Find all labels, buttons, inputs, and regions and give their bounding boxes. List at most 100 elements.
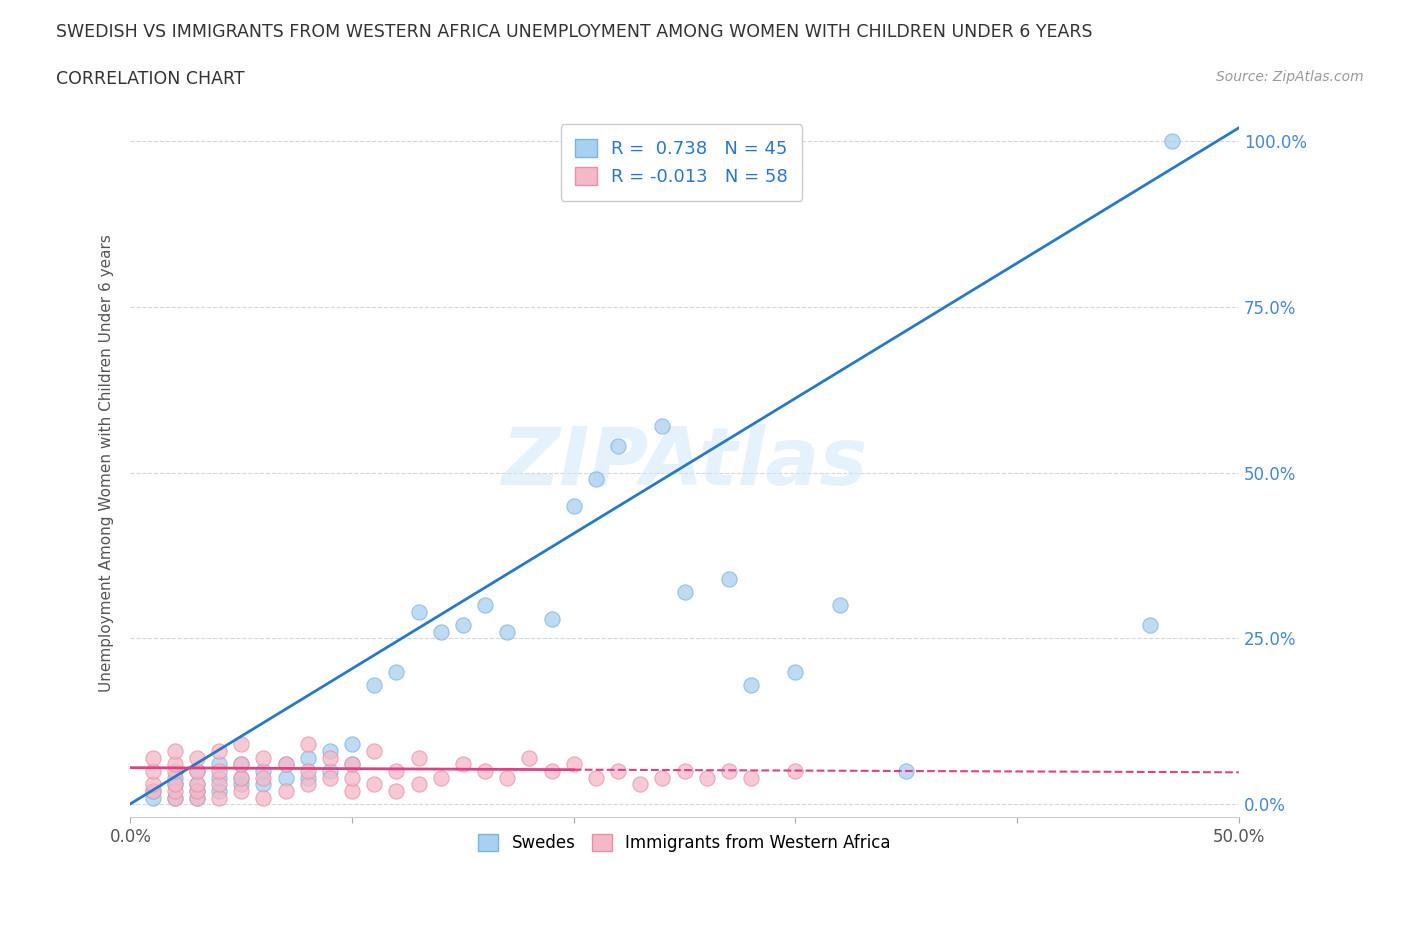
Point [186,777,208,791]
Point [231,783,253,798]
Point [408,777,430,791]
Point [717,764,740,778]
Point [252,770,274,785]
Point [340,737,363,752]
Point [540,611,562,626]
Point [297,751,319,765]
Point [141,783,163,798]
Point [651,770,673,785]
Point [319,770,342,785]
Point [1161,134,1184,149]
Point [340,757,363,772]
Point [252,790,274,805]
Point [363,677,385,692]
Point [186,783,208,798]
Point [673,585,696,600]
Point [607,764,630,778]
Point [696,770,718,785]
Point [208,764,231,778]
Point [562,498,585,513]
Point [141,764,163,778]
Text: SWEDISH VS IMMIGRANTS FROM WESTERN AFRICA UNEMPLOYMENT AMONG WOMEN WITH CHILDREN: SWEDISH VS IMMIGRANTS FROM WESTERN AFRIC… [56,23,1092,41]
Point [186,764,208,778]
Y-axis label: Unemployment Among Women with Children Under 6 years: Unemployment Among Women with Children U… [100,233,114,692]
Point [429,624,451,639]
Point [585,770,607,785]
Point [385,764,408,778]
Text: Source: ZipAtlas.com: Source: ZipAtlas.com [1216,70,1364,84]
Point [496,770,519,785]
Point [141,777,163,791]
Point [385,783,408,798]
Point [297,770,319,785]
Point [474,598,496,613]
Point [451,618,474,632]
Point [186,777,208,791]
Point [208,757,231,772]
Point [297,737,319,752]
Point [297,777,319,791]
Point [628,777,651,791]
Point [252,751,274,765]
Text: CORRELATION CHART: CORRELATION CHART [56,70,245,87]
Point [141,790,163,805]
Point [519,751,541,765]
Point [408,751,430,765]
Point [562,757,585,772]
Point [141,751,163,765]
Legend: Swedes, Immigrants from Western Africa: Swedes, Immigrants from Western Africa [471,827,897,858]
Point [163,777,186,791]
Point [607,439,630,454]
Point [363,744,385,759]
Point [673,764,696,778]
Point [540,764,562,778]
Point [340,783,363,798]
Point [231,777,253,791]
Point [163,770,186,785]
Point [163,757,186,772]
Point [297,764,319,778]
Point [186,764,208,778]
Point [451,757,474,772]
Point [208,783,231,798]
Point [274,757,297,772]
Point [474,764,496,778]
Point [385,664,408,679]
Point [186,790,208,805]
Point [231,737,253,752]
Point [274,783,297,798]
Point [340,770,363,785]
Point [319,764,342,778]
Point [231,757,253,772]
Point [274,770,297,785]
Point [319,751,342,765]
Point [896,764,918,778]
Point [163,790,186,805]
Point [408,604,430,619]
Point [186,783,208,798]
Point [186,790,208,805]
Point [585,472,607,486]
Point [252,777,274,791]
Point [163,764,186,778]
Point [429,770,451,785]
Point [163,790,186,805]
Point [274,757,297,772]
Point [231,757,253,772]
Point [740,677,762,692]
Point [208,770,231,785]
Point [319,744,342,759]
Point [496,624,519,639]
Point [717,571,740,586]
Point [828,598,851,613]
Point [363,777,385,791]
Point [141,783,163,798]
Point [740,770,762,785]
Point [1139,618,1161,632]
Point [231,770,253,785]
Point [231,770,253,785]
Point [163,744,186,759]
Point [340,757,363,772]
Point [186,751,208,765]
Text: ZIPAtlas: ZIPAtlas [502,424,868,501]
